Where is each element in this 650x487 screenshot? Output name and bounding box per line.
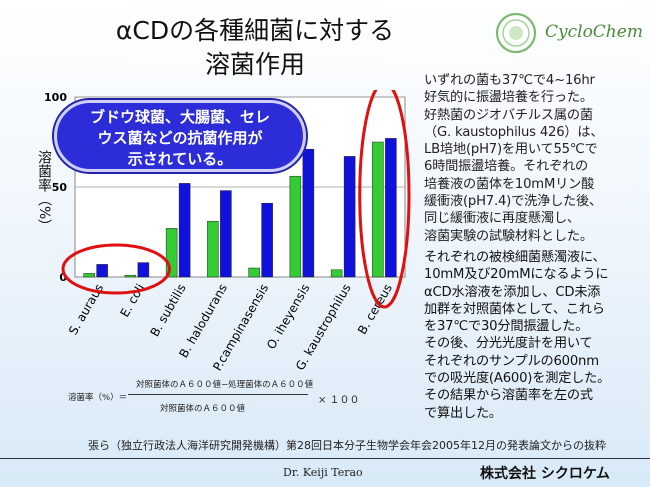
slide-title: αCDの各種細菌に対する 溶菌作用 — [60, 14, 450, 82]
bar-series1-4 — [248, 267, 260, 278]
method-paragraph-2: それぞれの被検細菌懸濁液に、 10mM及び20mMになるように αCD水溶液を添… — [424, 249, 611, 421]
bar-series2-1 — [137, 262, 150, 278]
y-tick-label: 0 — [59, 271, 67, 284]
bar-series2-7 — [385, 138, 397, 278]
author-name: Dr. Keiji Terao — [283, 466, 363, 479]
formula-label: 溶菌率（%）＝ — [68, 393, 128, 403]
highlight-ellipse-7 — [358, 90, 411, 309]
x-tick-label: B. cereus — [355, 282, 395, 337]
bar-series2-5 — [302, 148, 315, 278]
method-description: いずれの菌も37℃で4~16hr 好気的に振盪培養を行った。 好熱菌のジオバチル… — [424, 72, 646, 422]
callout-line-2: ウス菌などの抗菌作用が — [97, 129, 263, 147]
bar-series1-2 — [165, 228, 178, 278]
source-citation: 張ら（独立行政法人海洋研究開発機構）第28回日本分子生物学会年会2005年12月… — [88, 439, 606, 452]
footer-divider — [0, 458, 650, 459]
callout-line-3: 示されている。 — [127, 150, 233, 168]
formula-multiplier: × １００ — [318, 395, 360, 406]
x-tick-label: E. coli — [117, 282, 147, 320]
y-tick-label: 100 — [44, 91, 67, 104]
logo-text: CycloChem — [545, 22, 643, 42]
bar-series2-2 — [178, 183, 191, 278]
y-tick-label: 50 — [52, 181, 68, 194]
x-tick-label: O. iheyensis — [264, 282, 313, 352]
formula-numerator: 対照菌体のＡ６００値−処理菌体のＡ６００値 — [136, 380, 314, 390]
x-tick-label: B. subtilis — [147, 282, 188, 339]
highlight-ellipses — [61, 90, 411, 309]
y-axis-label: 溶菌率（%） — [36, 150, 52, 233]
title-line-2: 溶菌作用 — [204, 50, 305, 79]
bar-series2-0 — [96, 264, 108, 278]
bar-series1-5 — [289, 175, 302, 278]
highlight-ellipse-left — [61, 243, 171, 295]
cyclochem-logo — [495, 12, 537, 54]
bar-series1-0 — [83, 273, 95, 278]
bar-series2-3 — [220, 190, 232, 278]
fraction-bar — [128, 394, 308, 395]
y-axis-ticks: 0 50 100 — [44, 91, 67, 284]
method-paragraph-1: いずれの菌も37℃で4~16hr 好気的に振盪培養を行った。 好熱菌のジオバチル… — [424, 73, 604, 244]
callout-bubble: ブドウ球菌、大腸菌、セレ ウス菌などの抗菌作用が 示されている。 — [54, 100, 306, 172]
callout-line-1: ブドウ球菌、大腸菌、セレ — [89, 108, 270, 126]
bar-series1-6 — [330, 269, 343, 278]
bars — [83, 138, 397, 278]
bar-series1-1 — [124, 274, 137, 278]
company-name: 株式会社 シクロケム — [480, 466, 610, 482]
logo-ring-icon — [495, 12, 537, 54]
bar-series2-6 — [343, 156, 356, 278]
bar-series1-7 — [372, 141, 384, 278]
bar-series1-3 — [207, 220, 219, 278]
bar-series2-4 — [261, 202, 273, 278]
lysis-formula: 溶菌率（%）＝ 対照菌体のＡ６００値−処理菌体のＡ６００値 対照菌体のＡ６００値… — [40, 372, 420, 422]
title-line-1: αCDの各種細菌に対する — [115, 16, 395, 45]
formula-denominator: 対照菌体のＡ６００値 — [160, 404, 246, 414]
